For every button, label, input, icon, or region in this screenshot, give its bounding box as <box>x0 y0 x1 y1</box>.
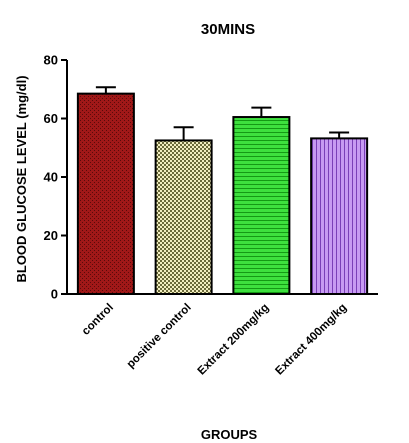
y-axis-label: BLOOD GLUCOSE LEVEL (mg/dl) <box>14 75 29 282</box>
bars-group <box>76 92 369 295</box>
y-ticks-group: 0 20 40 60 80 <box>44 53 67 302</box>
category-label-2: Extract 200mg/kg <box>196 302 272 378</box>
category-label-0: control <box>80 302 116 338</box>
category-labels-group: control positive control Extract 200mg/kg E… <box>80 302 349 378</box>
y-tick-label-4: 80 <box>44 53 58 68</box>
chart-title: 30MINS <box>201 21 255 38</box>
bar-0 <box>76 92 135 295</box>
bar-2 <box>232 116 291 295</box>
y-tick-label-2: 40 <box>44 170 58 185</box>
x-axis-label: GROUPS <box>201 427 258 442</box>
bar-3 <box>310 137 369 295</box>
y-tick-label-0: 0 <box>51 287 58 302</box>
category-label-3: Extract 400mg/kg <box>273 302 349 378</box>
error-bars-group <box>95 86 350 141</box>
y-tick-label-1: 20 <box>44 228 58 243</box>
y-tick-label-3: 60 <box>44 111 58 126</box>
bar-1 <box>154 139 213 295</box>
category-label-1: positive control <box>125 302 194 371</box>
